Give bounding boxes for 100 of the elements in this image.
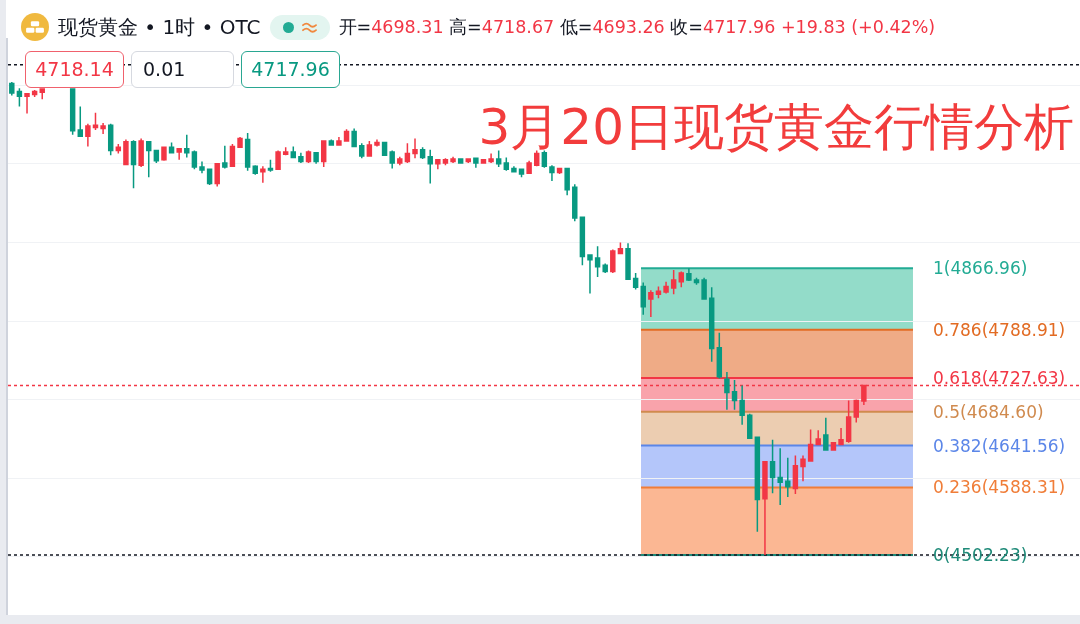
candlestick [184, 133, 190, 159]
candlestick [442, 157, 449, 167]
candlestick [222, 144, 228, 170]
candlestick [123, 138, 129, 167]
candlestick [701, 277, 707, 301]
candlestick [663, 280, 669, 295]
candlestick [275, 149, 281, 171]
candlestick [298, 152, 304, 164]
candlestick [610, 248, 616, 274]
candlestick [336, 136, 342, 147]
candlestick [229, 143, 236, 168]
candlestick [290, 145, 297, 160]
text: 开=4698.31 高=4718.67 低=4693.26 收=4717.96 +19.83 (+0.42%) [338, 17, 936, 37]
candlestick [282, 146, 289, 156]
candlestick [526, 159, 532, 175]
candlestick [138, 137, 144, 168]
candlestick [305, 149, 312, 164]
candlestick [146, 140, 152, 178]
candlestick [473, 156, 479, 169]
candlestick [716, 332, 723, 380]
candlestick [374, 138, 380, 148]
candlestick [594, 245, 601, 278]
candlestick [389, 149, 395, 170]
candlestick [769, 438, 776, 494]
candlestick [199, 160, 205, 174]
candlestick [823, 416, 829, 452]
candlestick [747, 413, 753, 440]
candlestick [214, 162, 220, 188]
candlestick [69, 88, 76, 136]
candlestick [785, 457, 791, 498]
candlestick [602, 262, 608, 274]
ref-line-label: 0(4502.23) [933, 545, 1028, 565]
candlestick [480, 158, 487, 165]
candlestick [404, 142, 411, 164]
candlestick [16, 87, 23, 108]
candlestick [838, 427, 844, 446]
candlestick [320, 139, 327, 168]
candlestick [495, 149, 502, 168]
candlestick [237, 136, 243, 149]
ref-line-label: 0.786(4788.91) [933, 320, 1066, 340]
candlestick [252, 164, 258, 176]
ref-line-label: 0.5(4684.60) [933, 402, 1044, 422]
candlestick [260, 165, 266, 184]
candlestick [77, 105, 83, 138]
ref-line-label: 0.618(4727.63) [933, 368, 1066, 388]
ref-line-label: 0.236(4588.31) [933, 477, 1066, 497]
candlestick [457, 157, 464, 165]
candlestick [313, 151, 319, 165]
candlestick [366, 140, 373, 158]
candlestick [503, 156, 510, 172]
candlestick [754, 435, 761, 533]
candlestick [807, 428, 814, 463]
candlestick [435, 158, 441, 171]
candlestick [85, 122, 91, 148]
candlestick [632, 272, 639, 291]
candlestick [9, 81, 15, 97]
candlestick [100, 122, 106, 135]
candlestick [39, 88, 45, 101]
candlestick [777, 447, 783, 506]
candlestick [351, 127, 357, 149]
candlestick [359, 142, 365, 160]
candlestick [640, 281, 646, 316]
text: 3月20日现货黄金行情分析 [478, 97, 1074, 156]
candlestick [648, 289, 654, 318]
candlestick [343, 128, 350, 143]
chart-subtitle: 现货黄金 • 1时 • OTC [58, 14, 261, 41]
candlestick [549, 164, 555, 182]
candlestick [450, 155, 456, 164]
candlestick [708, 286, 715, 363]
candlestick [815, 429, 821, 446]
ref-line-label: 1(4866.96) [933, 258, 1028, 278]
annotation: 4718.14 [35, 57, 114, 82]
candlestick [587, 253, 593, 295]
candlestick [686, 267, 692, 282]
candlestick [328, 138, 335, 147]
candlestick [244, 132, 251, 172]
candlestick [572, 183, 578, 222]
candlestick [161, 145, 167, 162]
candlestick [792, 454, 799, 495]
candlestick [678, 270, 684, 288]
annotation: 4717.96 [251, 57, 330, 82]
candlestick [511, 165, 517, 174]
candlestick [397, 155, 403, 167]
annotation: 0.01 [143, 57, 186, 82]
candlestick [176, 147, 182, 161]
candlestick [267, 159, 274, 173]
candlestick [191, 149, 198, 171]
candlestick [670, 269, 677, 296]
candlestick [168, 141, 175, 155]
candlestick [617, 241, 624, 255]
candlestick [800, 454, 806, 483]
candlestick [488, 152, 494, 164]
candlestick [427, 148, 433, 185]
candlestick [564, 166, 570, 196]
candlestick [830, 441, 837, 452]
candlestick [845, 399, 852, 444]
candlestick [130, 139, 137, 189]
candlestick [762, 460, 768, 556]
candlestick [853, 398, 859, 424]
candlestick [625, 242, 631, 281]
